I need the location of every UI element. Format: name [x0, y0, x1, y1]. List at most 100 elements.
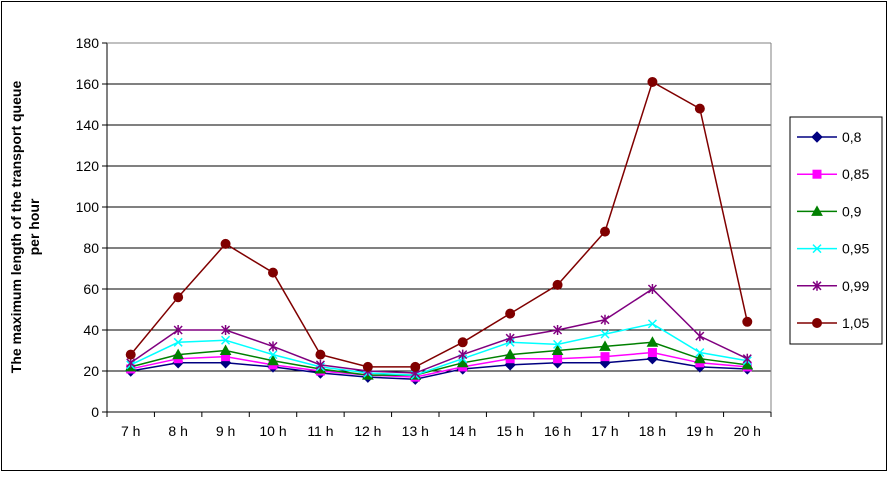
y-tick-label: 100: [76, 199, 100, 215]
y-axis-label-line-2: per hour: [26, 198, 42, 255]
legend-swatch-marker: [812, 318, 822, 328]
data-point-marker: [694, 352, 706, 364]
data-point-marker: [505, 308, 516, 319]
y-tick-label: 40: [83, 322, 99, 338]
data-point-marker: [268, 350, 278, 360]
legend-box: [789, 116, 883, 345]
data-point-marker: [173, 292, 184, 303]
data-point-marker: [647, 76, 658, 87]
data-point-marker: [173, 337, 183, 347]
y-tick-label: 0: [91, 404, 99, 420]
data-point-marker: [505, 333, 515, 344]
y-axis-label: The maximum length of the transport queu…: [8, 81, 42, 374]
y-tick-label: 60: [83, 281, 99, 297]
series-0-9: [124, 336, 754, 380]
legend-item: 0,85: [797, 166, 869, 182]
y-tick-label: 180: [76, 35, 100, 51]
data-point-marker: [646, 336, 659, 347]
y-tick-label: 80: [83, 240, 99, 256]
data-point-marker: [221, 335, 231, 345]
x-tick-label: 20 h: [734, 423, 761, 439]
series-line: [130, 341, 748, 376]
data-point-marker: [220, 238, 231, 249]
y-axis-label-line-1: The maximum length of the transport queu…: [8, 81, 24, 374]
legend-swatch-marker: [812, 280, 822, 291]
series-group: [124, 76, 754, 385]
series-line: [130, 357, 748, 380]
data-point-marker: [268, 341, 278, 352]
series-line: [130, 351, 748, 378]
legend-item: 0,99: [797, 278, 869, 294]
data-point-marker: [647, 319, 657, 329]
data-point-marker: [694, 103, 705, 114]
series-1-05: [125, 76, 753, 372]
data-point-marker: [456, 356, 469, 368]
data-point-marker: [553, 339, 563, 349]
y-tick-label: 120: [76, 158, 100, 174]
data-point-marker: [695, 348, 705, 358]
x-tick-label: 7 h: [121, 423, 140, 439]
x-tick-label: 17 h: [591, 423, 618, 439]
data-point-marker: [741, 358, 754, 370]
data-point-marker: [695, 331, 705, 342]
data-point-marker: [600, 352, 610, 362]
data-point-marker: [125, 349, 136, 360]
data-point-marker: [600, 314, 610, 325]
data-point-marker: [267, 354, 279, 366]
data-point-marker: [742, 353, 752, 364]
data-point-marker: [647, 348, 657, 358]
data-point-marker: [268, 267, 278, 278]
legend-label: 0,8: [842, 129, 862, 145]
legend-item: 1,05: [797, 315, 869, 331]
data-point-marker: [504, 348, 516, 360]
axes: [102, 42, 772, 417]
legend-item: 0,8: [797, 129, 862, 145]
x-tick-label: 18 h: [639, 423, 666, 439]
legend-label: 0,85: [842, 166, 869, 182]
data-point-marker: [315, 349, 326, 360]
x-tick-label: 14 h: [449, 423, 476, 439]
x-tick-label: 16 h: [544, 423, 571, 439]
data-point-marker: [553, 325, 563, 335]
data-point-marker: [551, 344, 564, 355]
data-point-marker: [742, 316, 753, 327]
chart-frame: The maximum length of the transport queu…: [1, 1, 887, 471]
x-tick-label: 8 h: [168, 423, 187, 439]
series-line: [130, 288, 748, 374]
legend-label: 0,9: [842, 203, 862, 219]
legend-item: 0,95: [797, 241, 869, 257]
legend-swatch-marker: [811, 205, 823, 216]
y-tick-label: 140: [76, 117, 100, 133]
line-chart: The maximum length of the transport queu…: [8, 35, 883, 439]
data-point-marker: [553, 354, 563, 364]
legend-swatch-marker: [812, 169, 822, 179]
data-point-marker: [458, 349, 468, 360]
legend-swatch-marker: [811, 131, 823, 143]
data-point-marker: [315, 359, 325, 370]
y-tick-labels: 0 20 40 60 80 100 120 140 160 180: [76, 35, 100, 420]
data-point-marker: [221, 325, 231, 335]
legend-item: 0,9: [797, 203, 862, 219]
x-tick-label: 13 h: [402, 423, 429, 439]
x-tick-label: 12 h: [354, 423, 381, 439]
x-tick-label: 19 h: [686, 423, 713, 439]
data-point-marker: [219, 344, 232, 355]
data-point-marker: [552, 279, 563, 290]
data-point-marker: [600, 329, 610, 339]
legend: 0,8 0,85 0,9 0,95 0,99 1,05: [789, 116, 883, 345]
x-tick-label: 15 h: [497, 423, 524, 439]
x-tick-label: 10 h: [259, 423, 286, 439]
data-point-marker: [410, 361, 421, 372]
data-point-marker: [600, 226, 610, 237]
series-line: [130, 80, 749, 368]
data-point-marker: [173, 325, 183, 335]
x-tick-labels: 7 h 8 h 9 h 10 h 11 h 12 h 13 h 14 h 15 h 16 h 17 …: [121, 423, 761, 439]
x-tick-label: 9 h: [216, 423, 235, 439]
y-tick-label: 160: [76, 76, 100, 92]
legend-swatch-marker: [812, 244, 822, 254]
data-point-marker: [362, 361, 373, 372]
data-point-marker: [647, 284, 657, 294]
y-tick-label: 20: [83, 363, 99, 379]
data-point-marker: [172, 348, 184, 360]
series-line: [130, 323, 748, 376]
